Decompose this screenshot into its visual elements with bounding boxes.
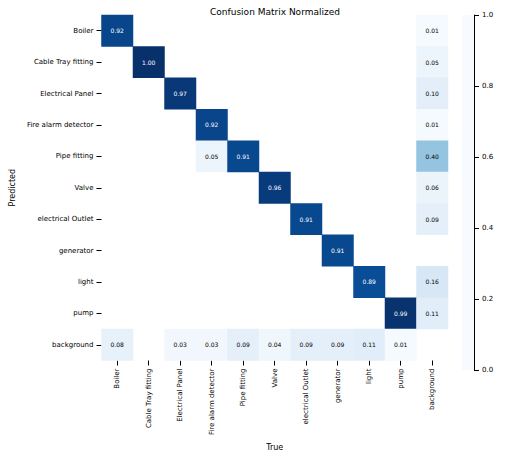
svg-text:0.04: 0.04 — [268, 341, 282, 348]
svg-text:0.8: 0.8 — [482, 82, 493, 90]
svg-text:0.11: 0.11 — [363, 341, 377, 348]
svg-text:0.40: 0.40 — [426, 153, 440, 160]
svg-text:Valve: Valve — [271, 369, 279, 388]
svg-text:Electrical Panel: Electrical Panel — [40, 90, 93, 98]
svg-text:electrical Outlet: electrical Outlet — [302, 368, 310, 424]
svg-text:background: background — [52, 341, 93, 349]
svg-text:0.97: 0.97 — [174, 90, 188, 97]
svg-text:0.05: 0.05 — [426, 59, 440, 66]
svg-text:Valve: Valve — [75, 184, 94, 192]
svg-text:0.09: 0.09 — [426, 216, 440, 223]
svg-text:Confusion Matrix Normalized: Confusion Matrix Normalized — [210, 7, 340, 17]
svg-text:generator: generator — [59, 247, 94, 255]
svg-text:0.09: 0.09 — [300, 341, 314, 348]
svg-text:0.4: 0.4 — [482, 224, 494, 232]
svg-text:0.16: 0.16 — [426, 278, 440, 285]
svg-text:electrical Outlet: electrical Outlet — [38, 215, 94, 223]
svg-text:0.05: 0.05 — [205, 153, 219, 160]
svg-text:Boiler: Boiler — [113, 368, 121, 388]
svg-text:0.89: 0.89 — [363, 278, 377, 285]
svg-text:0.11: 0.11 — [426, 310, 440, 317]
svg-text:1.0: 1.0 — [482, 11, 493, 19]
svg-text:0.03: 0.03 — [205, 341, 219, 348]
svg-text:0.01: 0.01 — [426, 27, 440, 34]
svg-text:background: background — [428, 369, 436, 410]
svg-text:0.6: 0.6 — [482, 153, 494, 161]
svg-text:0.92: 0.92 — [205, 121, 219, 128]
svg-text:0.01: 0.01 — [426, 121, 440, 128]
svg-text:Fire alarm detector: Fire alarm detector — [208, 368, 216, 435]
svg-text:pump: pump — [73, 309, 94, 317]
svg-text:0.99: 0.99 — [394, 310, 408, 317]
svg-text:0.2: 0.2 — [482, 295, 493, 303]
svg-text:light: light — [365, 368, 373, 384]
svg-text:0.0: 0.0 — [482, 366, 493, 374]
svg-text:0.09: 0.09 — [237, 341, 251, 348]
svg-text:Cable Tray fitting: Cable Tray fitting — [145, 369, 153, 429]
svg-text:0.08: 0.08 — [111, 341, 125, 348]
svg-text:0.91: 0.91 — [300, 216, 314, 223]
svg-text:pump: pump — [397, 368, 405, 389]
svg-text:Cable Tray fitting: Cable Tray fitting — [34, 58, 94, 66]
svg-text:0.06: 0.06 — [426, 184, 440, 191]
svg-text:light: light — [78, 278, 94, 286]
svg-text:Fire alarm detector: Fire alarm detector — [27, 121, 94, 129]
svg-text:0.91: 0.91 — [331, 247, 345, 254]
svg-text:Electrical Panel: Electrical Panel — [176, 368, 184, 421]
svg-text:Pipe fitting: Pipe fitting — [56, 152, 94, 160]
svg-text:Boiler: Boiler — [73, 27, 93, 35]
svg-text:0.91: 0.91 — [237, 153, 251, 160]
svg-text:0.96: 0.96 — [268, 184, 282, 191]
svg-text:Predicted: Predicted — [8, 169, 17, 207]
svg-text:1.00: 1.00 — [142, 59, 156, 66]
svg-text:generator: generator — [334, 368, 342, 403]
svg-text:0.92: 0.92 — [111, 27, 125, 34]
svg-text:0.10: 0.10 — [426, 90, 440, 97]
svg-text:Pipe fitting: Pipe fitting — [239, 369, 247, 407]
svg-text:0.09: 0.09 — [331, 341, 345, 348]
svg-text:0.03: 0.03 — [174, 341, 188, 348]
svg-text:True: True — [265, 443, 283, 452]
svg-text:0.01: 0.01 — [394, 341, 408, 348]
